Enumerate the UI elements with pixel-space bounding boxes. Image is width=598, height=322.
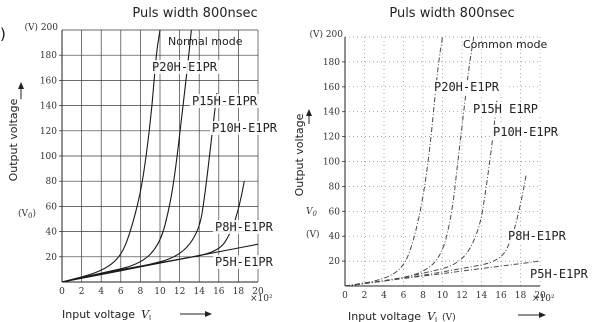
x-tick-label: 2 xyxy=(79,287,85,297)
y-tick-label: 120 xyxy=(40,127,57,137)
series-label-background xyxy=(471,102,547,116)
series-label-4: P8H-E1PR xyxy=(215,220,274,234)
series-label-5: P5H-E1PR xyxy=(530,267,589,281)
chart-panel-normal-mode: Puls width 800nsec (V) 200 Normal mode 2… xyxy=(7,6,286,322)
series-label-2: P15H-E1PR xyxy=(192,94,258,108)
grid-lines-right xyxy=(345,36,541,286)
x-tick-label: 4 xyxy=(98,287,104,297)
series-line-3 xyxy=(61,92,218,283)
x-axis-arrow-left xyxy=(180,311,212,317)
y-tick-label: 160 xyxy=(40,76,57,86)
x-tick-label: 6 xyxy=(118,287,124,297)
x-tick-label: 14 xyxy=(193,287,205,297)
x-tick-label: 16 xyxy=(213,287,225,297)
series-line-5 xyxy=(61,243,259,283)
series-label-2: P15H E1RP xyxy=(473,102,538,116)
x-tick-label: 8 xyxy=(420,291,426,301)
x-tick-label: 8 xyxy=(138,287,144,297)
y-side-label-right: V0 xyxy=(306,207,318,218)
x-tick-labels-left: 0 2 4 6 8 10 12 14 16 18 20 xyxy=(59,287,264,297)
x-tick-label: 10 xyxy=(437,291,449,301)
x-tick-label: 14 xyxy=(476,291,488,301)
x-tick-label: 0 xyxy=(342,291,348,301)
x-tick-label: 20 xyxy=(252,287,264,297)
series-label-background xyxy=(506,229,574,243)
chart-title-right: Puls width 800nsec xyxy=(389,6,514,21)
y-tick-label: 60 xyxy=(329,207,341,217)
x-tick-label: 12 xyxy=(456,291,467,301)
series-line-5 xyxy=(344,260,541,287)
y-axis-label-right: Output voltage xyxy=(293,113,306,196)
series-label-3: P10H-E1PR xyxy=(212,121,278,135)
y-tick-label: 140 xyxy=(323,108,340,118)
chart-panel-common-mode: Puls width 800nsec (V) 200 Common mode 2… xyxy=(293,6,596,322)
series-label-1: P20H-E1PR xyxy=(152,60,218,74)
y-tick-label: 100 xyxy=(40,152,57,162)
series-label-background xyxy=(432,80,508,94)
series-line-3 xyxy=(344,99,498,287)
y-tick-label: 40 xyxy=(329,232,341,242)
x-tick-label: 18 xyxy=(233,287,245,297)
y-unit-top-right: (V) 200 xyxy=(309,29,343,40)
y-tick-label: 60 xyxy=(46,202,58,212)
series-labels-left: P20H-E1PR P15H-E1PR P10H-E1PR P8H-E1PR P5H-E… xyxy=(150,60,286,269)
series-label-background xyxy=(213,255,281,269)
y-tick-labels-left: 20 40 60 80 100 120 140 160 180 xyxy=(40,51,62,263)
y-side-label-left: (V0) xyxy=(18,208,36,220)
x-tick-label: 4 xyxy=(381,291,387,301)
chart-title-left: Puls width 800nsec xyxy=(132,6,257,21)
y-tick-label: 80 xyxy=(46,177,58,187)
series-label-background xyxy=(213,220,281,234)
series-label-4: P8H-E1PR xyxy=(508,229,567,243)
series-label-3: P10H-E1PR xyxy=(493,125,559,139)
y-tick-label: 180 xyxy=(40,51,57,61)
series-labels-right: P20H-E1PR P15H E1RP P10H-E1PR P8H-E1PR P5H-E… xyxy=(432,80,596,281)
x-axis-label-left: Input voltage VI xyxy=(62,308,151,322)
y-unit-top-left: (V) 200 xyxy=(24,22,58,33)
y-tick-label: 80 xyxy=(329,182,341,192)
y-tick-label: 20 xyxy=(329,257,341,267)
y-tick-label: 140 xyxy=(40,102,57,112)
corner-mark: ) xyxy=(0,25,6,43)
series-label-background xyxy=(491,125,567,139)
x-tick-label: 20 xyxy=(534,291,546,301)
mode-label-left: Normal mode xyxy=(168,35,243,48)
y-tick-labels-right: 20 40 60 80 100 120 140 160 180 xyxy=(323,58,345,267)
x-tick-label: 6 xyxy=(401,291,407,301)
series-label-1: P20H-E1PR xyxy=(434,80,500,94)
x-tick-label: 2 xyxy=(362,291,368,301)
y-axis-arrow-right xyxy=(306,109,312,124)
y-side-unit-right: (V) xyxy=(306,229,320,240)
series-label-background xyxy=(150,60,226,74)
x-tick-label: 16 xyxy=(495,291,507,301)
mode-label-right: Common mode xyxy=(463,38,547,51)
x-axis-label-right: Input voltage VI (V) xyxy=(348,310,456,322)
series-label-5: P5H-E1PR xyxy=(215,255,274,269)
series-label-background xyxy=(190,94,266,108)
x-tick-label: 12 xyxy=(174,287,185,297)
series-lines-left xyxy=(61,29,259,283)
series-line-1 xyxy=(61,29,161,283)
y-tick-label: 120 xyxy=(323,133,340,143)
series-label-background xyxy=(528,267,596,281)
series-line-4 xyxy=(344,173,527,287)
x-axis-arrow-right xyxy=(518,312,546,318)
x-unit-multiplier-right: ×10² xyxy=(532,294,555,304)
x-tick-label: 10 xyxy=(154,287,166,297)
y-tick-label: 160 xyxy=(323,83,340,93)
x-tick-label: 0 xyxy=(59,287,65,297)
series-label-background xyxy=(210,121,286,135)
y-tick-label: 20 xyxy=(46,253,58,263)
y-tick-label: 180 xyxy=(323,58,340,68)
y-axis-arrow-left xyxy=(18,82,24,99)
x-unit-multiplier-left: ×10² xyxy=(250,294,273,304)
y-axis-label-left: Output voltage xyxy=(7,98,20,181)
y-tick-label: 100 xyxy=(323,158,340,168)
x-tick-label: 18 xyxy=(515,291,527,301)
y-tick-label: 40 xyxy=(46,228,58,238)
x-tick-labels-right: 0 2 4 6 8 10 12 14 16 18 20 xyxy=(342,291,546,301)
